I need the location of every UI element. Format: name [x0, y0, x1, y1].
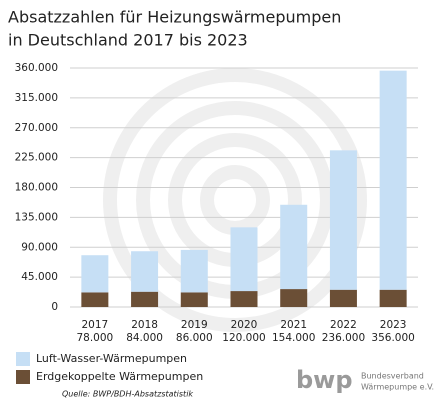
chart-title: in Deutschland 2017 bis 2023: [8, 31, 248, 50]
y-tick-label: 225.000: [15, 152, 58, 164]
y-tick-label: 135.000: [15, 211, 58, 223]
bar-segment: [131, 251, 159, 292]
y-tick-label: 90.000: [21, 241, 58, 253]
bar-segment: [131, 291, 159, 307]
x-tick-label: 2020: [231, 319, 258, 331]
x-tick-label: 2018: [131, 319, 158, 331]
bar-segment: [81, 292, 109, 307]
y-tick-label: 45.000: [21, 271, 58, 283]
logo-org: Wärmepumpe e.V.: [361, 383, 434, 392]
source: Quelle: BWP/BDH-Absatzstatistik: [62, 390, 193, 399]
total-label: 120.000: [222, 332, 265, 344]
bar-segment: [180, 249, 208, 293]
y-tick-label: 180.000: [15, 182, 58, 194]
bar-segment: [81, 255, 109, 293]
bar-segment: [230, 291, 258, 307]
y-tick-label: 360.000: [15, 62, 58, 74]
legend-label: Luft-Wasser-Wärmepumpen: [36, 352, 187, 365]
logo-org: Bundesverband: [361, 372, 424, 381]
y-tick-label: 315.000: [15, 92, 58, 104]
total-label: 78.000: [76, 332, 113, 344]
y-tick-label: 0: [51, 301, 58, 313]
total-label: 356.000: [371, 332, 414, 344]
x-tick-label: 2019: [181, 319, 208, 331]
legend-swatch: [16, 352, 30, 366]
bar-segment: [230, 227, 258, 292]
bar-segment: [379, 289, 407, 307]
y-tick-label: 270.000: [15, 122, 58, 134]
bar-segment: [180, 292, 208, 307]
bar-segment: [329, 150, 357, 290]
bar-segment: [329, 289, 357, 307]
total-label: 236.000: [322, 332, 365, 344]
bar-segment: [379, 70, 407, 290]
total-label: 154.000: [272, 332, 315, 344]
bar-segment: [280, 204, 308, 290]
total-label: 84.000: [126, 332, 163, 344]
chart-title: Absatzzahlen für Heizungswärmepumpen: [8, 8, 341, 27]
total-label: 86.000: [176, 332, 213, 344]
x-tick-label: 2017: [81, 319, 108, 331]
x-tick-label: 2022: [330, 319, 357, 331]
x-tick-label: 2023: [380, 319, 407, 331]
legend-swatch: [16, 370, 30, 384]
bar-segment: [280, 289, 308, 307]
legend-label: Erdgekoppelte Wärmepumpen: [36, 370, 203, 383]
logo: bwp: [296, 366, 353, 394]
x-tick-label: 2021: [280, 319, 307, 331]
